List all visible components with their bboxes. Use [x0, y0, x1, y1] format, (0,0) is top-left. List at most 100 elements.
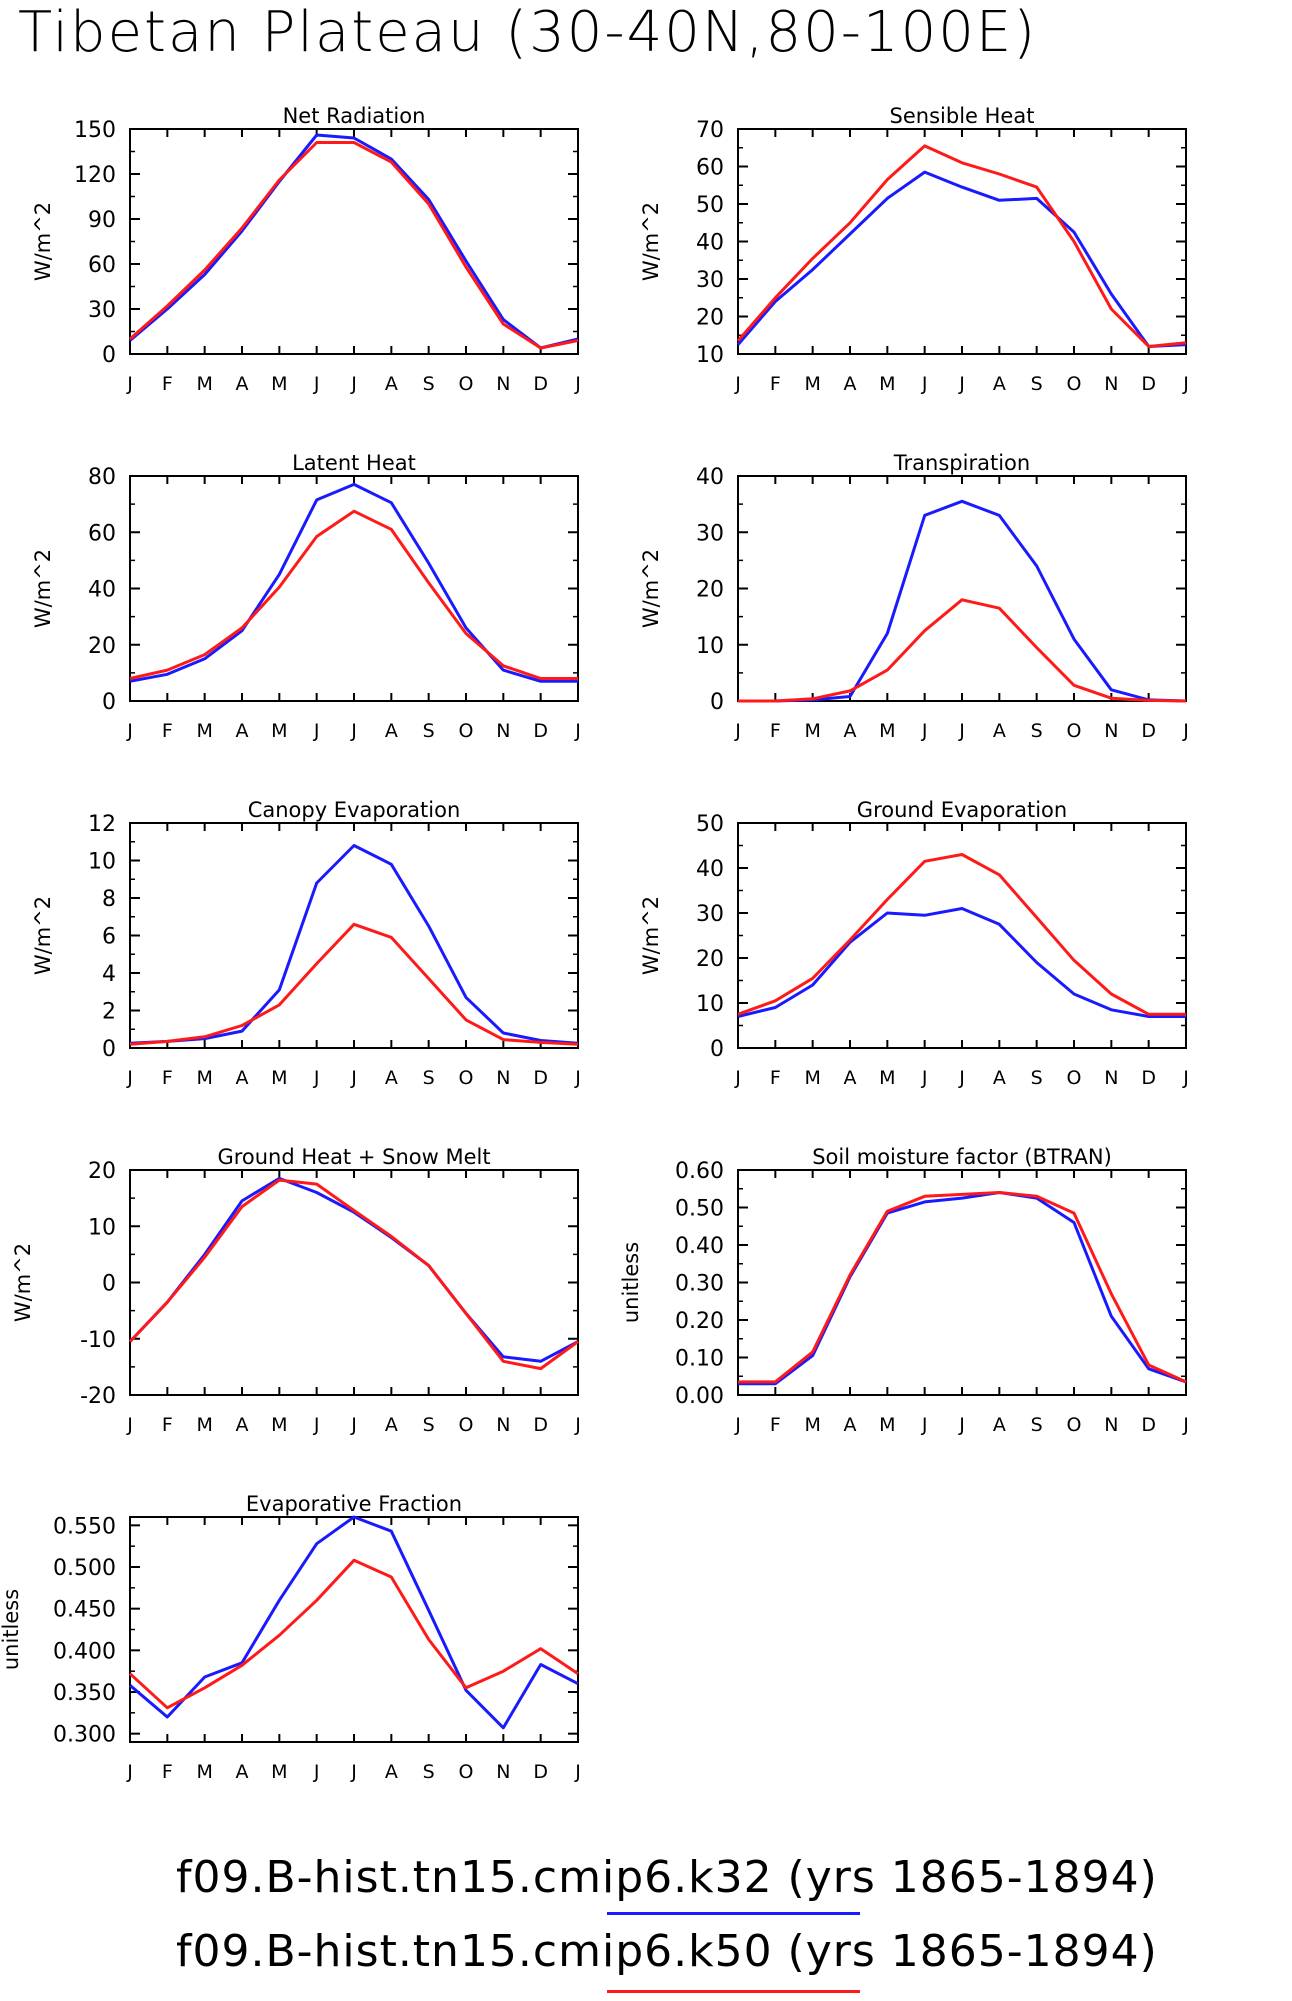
y-tick-label: 0.550 — [53, 1514, 116, 1539]
x-tick-label: A — [236, 1761, 249, 1783]
x-tick-label: O — [1067, 1067, 1082, 1089]
chart-title: Ground Evaporation — [857, 798, 1067, 822]
x-tick-label: M — [879, 373, 895, 395]
x-tick-label: J — [921, 373, 928, 395]
x-tick-label: O — [459, 373, 474, 395]
plot-frame — [129, 1516, 579, 1743]
y-tick-label: 10 — [88, 850, 116, 875]
x-tick-label: D — [533, 1067, 548, 1089]
x-tick-label: J — [958, 1067, 965, 1089]
y-tick-label: 20 — [88, 634, 116, 659]
x-tick-label: M — [196, 1414, 212, 1436]
legend-label-k50: f09.B-hist.tn15.cmip6.k50 (yrs 1865-1894… — [176, 1926, 1158, 1977]
x-tick-label: J — [350, 1067, 357, 1089]
x-tick-label: J — [734, 1414, 741, 1436]
y-tick-label: 70 — [696, 118, 724, 143]
series-line-k32 — [736, 170, 1187, 348]
page-title: Tibetan Plateau (30-40N,80-100E) — [18, 0, 1038, 65]
y-tick-label: 10 — [696, 634, 724, 659]
y-tick-label: 20 — [696, 947, 724, 972]
y-tick-label: 0 — [102, 1037, 116, 1062]
x-tick-label: J — [126, 1414, 133, 1436]
x-tick-label: J — [350, 373, 357, 395]
x-tick-label: J — [734, 1067, 741, 1089]
x-tick-label: J — [126, 373, 133, 395]
y-tick-label: 8 — [102, 887, 116, 912]
x-tick-label: J — [126, 1761, 133, 1783]
y-tick-label: 4 — [102, 962, 116, 987]
y-tick-label: 0.40 — [675, 1234, 724, 1259]
x-tick-label: M — [271, 1761, 287, 1783]
x-tick-label: A — [236, 1414, 249, 1436]
x-tick-label: S — [1031, 1067, 1043, 1089]
y-tick-label: -10 — [80, 1328, 116, 1353]
x-tick-label: S — [423, 1067, 435, 1089]
y-tick-label: 20 — [696, 578, 724, 603]
x-tick-label: J — [734, 373, 741, 395]
series-line-k32 — [129, 844, 579, 1045]
chart-title: Net Radiation — [283, 104, 426, 128]
series-line-k32 — [129, 1515, 579, 1730]
y-tick-label: 0.30 — [675, 1272, 724, 1297]
y-axis-label: W/m^2 — [31, 896, 55, 975]
x-tick-label: J — [958, 373, 965, 395]
x-tick-label: O — [459, 720, 474, 742]
y-tick-label: 0 — [710, 1037, 724, 1062]
y-tick-label: 50 — [696, 812, 724, 837]
x-tick-label: N — [496, 1761, 510, 1783]
x-tick-label: M — [879, 720, 895, 742]
x-tick-label: N — [496, 373, 510, 395]
x-tick-label: A — [236, 720, 249, 742]
y-tick-label: 0 — [102, 1272, 116, 1297]
y-tick-label: 0.60 — [675, 1159, 724, 1184]
y-tick-label: 40 — [696, 857, 724, 882]
x-tick-label: M — [271, 1067, 287, 1089]
series-line-k50 — [129, 922, 579, 1046]
x-tick-label: O — [1067, 373, 1082, 395]
x-tick-label: J — [313, 1761, 320, 1783]
x-tick-label: D — [1141, 720, 1156, 742]
x-tick-label: O — [1067, 720, 1082, 742]
plot-frame — [737, 475, 1187, 702]
y-tick-label: 0.300 — [53, 1723, 116, 1748]
x-tick-label: A — [236, 373, 249, 395]
series-line-k32 — [129, 482, 578, 683]
x-tick-label: A — [385, 1414, 398, 1436]
x-tick-label: F — [162, 373, 173, 395]
x-tick-label: M — [196, 1761, 212, 1783]
x-tick-label: J — [574, 1067, 581, 1089]
x-tick-label: M — [804, 1067, 820, 1089]
x-tick-label: D — [1141, 373, 1156, 395]
chart-title: Soil moisture factor (BTRAN) — [812, 1145, 1112, 1169]
y-tick-label: 0.50 — [675, 1197, 724, 1222]
legend-swatch-k32 — [607, 1912, 860, 1915]
x-tick-label: A — [236, 1067, 249, 1089]
y-tick-label: 40 — [88, 578, 116, 603]
x-tick-label: J — [958, 1414, 965, 1436]
chart-title: Latent Heat — [292, 451, 416, 475]
x-tick-label: A — [385, 720, 398, 742]
x-tick-label: J — [734, 720, 741, 742]
x-tick-label: A — [993, 1067, 1006, 1089]
x-tick-label: J — [313, 1067, 320, 1089]
x-tick-label: J — [126, 1067, 133, 1089]
x-tick-label: M — [804, 373, 820, 395]
x-tick-label: F — [770, 1067, 781, 1089]
legend-swatch-k50 — [607, 1990, 860, 1993]
y-tick-label: 0.00 — [675, 1384, 724, 1409]
y-axis-label: unitless — [619, 1242, 643, 1323]
x-tick-label: M — [804, 720, 820, 742]
legend-label-k32: f09.B-hist.tn15.cmip6.k32 (yrs 1865-1894… — [176, 1852, 1158, 1903]
y-tick-label: 10 — [88, 1215, 116, 1240]
x-tick-label: A — [844, 373, 857, 395]
x-tick-label: M — [196, 373, 212, 395]
x-tick-label: M — [879, 1067, 895, 1089]
y-tick-label: 0.350 — [53, 1681, 116, 1706]
x-tick-label: M — [804, 1414, 820, 1436]
x-tick-label: M — [196, 720, 212, 742]
y-tick-label: 10 — [696, 992, 724, 1017]
series-line-k32 — [128, 1176, 579, 1363]
x-tick-label: J — [958, 720, 965, 742]
x-tick-label: J — [1182, 1414, 1189, 1436]
